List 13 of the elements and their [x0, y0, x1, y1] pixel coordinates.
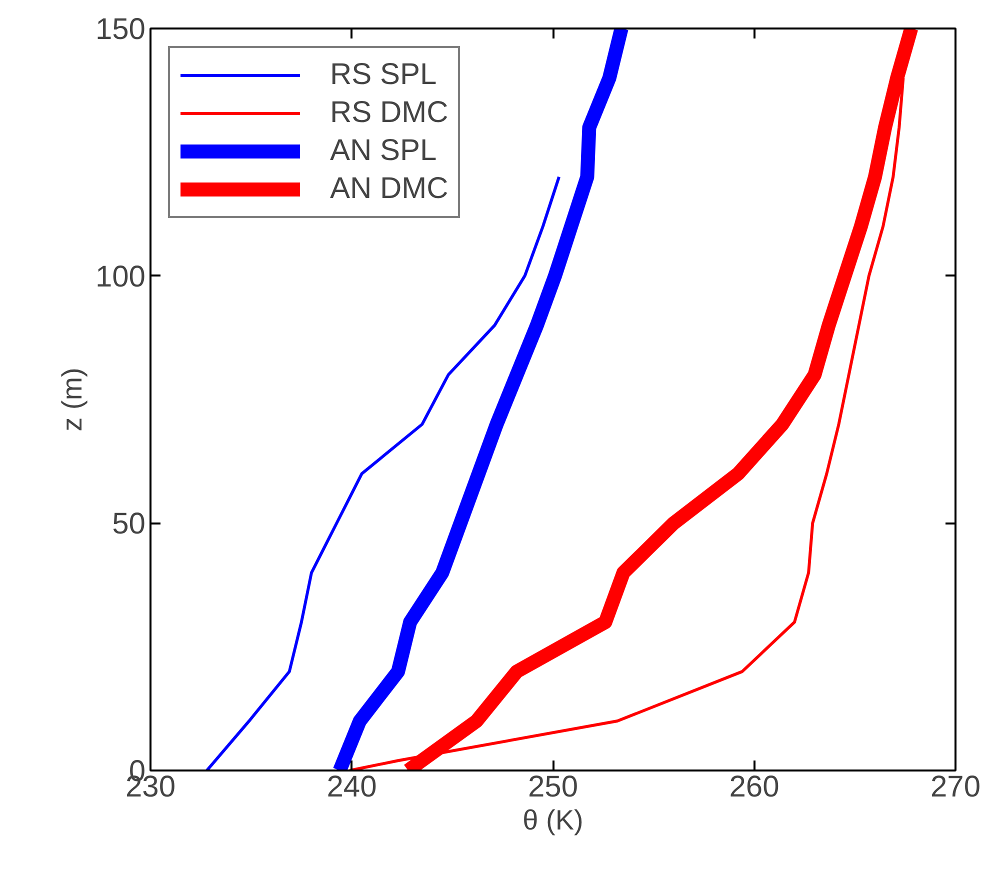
- x-axis-title: θ (K): [522, 804, 584, 836]
- x-tick-label: 240: [326, 770, 377, 804]
- x-tick-label: 260: [729, 770, 780, 804]
- legend-label: AN DMC: [330, 172, 448, 206]
- legend-label: RS DMC: [330, 96, 448, 130]
- y-axis-title: z (m): [56, 368, 88, 432]
- x-tick-label: 270: [930, 770, 981, 804]
- x-tick-label: 250: [528, 770, 578, 804]
- y-tick-label: 150: [95, 13, 146, 46]
- legend-label: RS SPL: [330, 58, 437, 92]
- y-tick-label: 50: [112, 508, 146, 541]
- legend-label: AN SPL: [330, 134, 437, 168]
- y-tick-label: 100: [95, 260, 146, 294]
